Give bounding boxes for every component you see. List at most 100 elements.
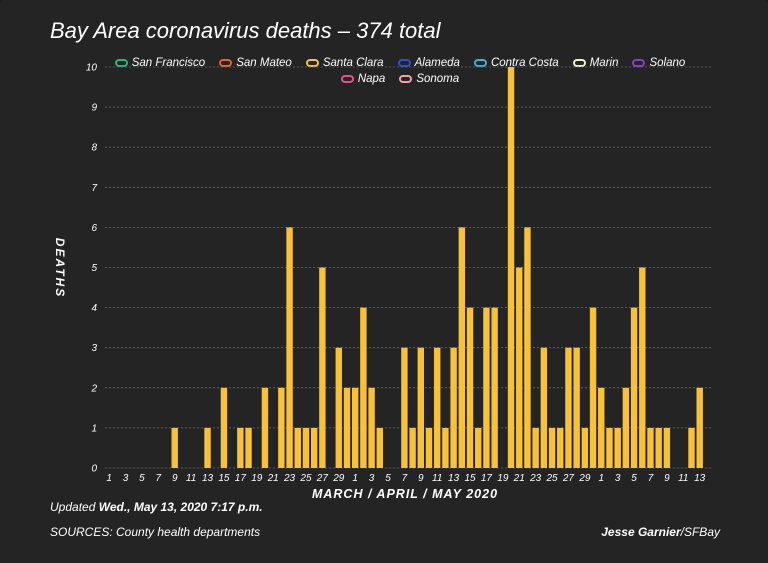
x-tick-label: 7 bbox=[156, 473, 162, 484]
bar bbox=[639, 267, 646, 468]
x-tick-label: 21 bbox=[267, 473, 279, 484]
legend-swatch bbox=[397, 59, 411, 67]
x-tick-label: 5 bbox=[139, 473, 145, 484]
y-tick-label: 10 bbox=[86, 63, 98, 74]
bar bbox=[663, 427, 671, 468]
bar bbox=[237, 427, 244, 468]
y-tick-label: 0 bbox=[91, 464, 97, 475]
bar bbox=[335, 347, 342, 468]
bar bbox=[630, 307, 638, 468]
credit-org: /SFBay bbox=[680, 525, 720, 539]
legend-item[interactable]: Solano bbox=[632, 55, 685, 71]
x-tick-label: 25 bbox=[545, 473, 558, 484]
y-tick-labels: 0 1 2 3 4 5 6 7 8 9 10 bbox=[86, 63, 98, 475]
bar bbox=[450, 347, 457, 468]
x-tick-label: 7 bbox=[648, 473, 654, 484]
bar bbox=[606, 427, 613, 468]
bar bbox=[516, 267, 523, 468]
x-tick-label: 27 bbox=[316, 473, 329, 484]
bar bbox=[286, 227, 293, 468]
y-tick-label: 9 bbox=[91, 103, 97, 114]
credit: Jesse Garnier/SFBay bbox=[601, 525, 720, 539]
y-tick-label: 6 bbox=[91, 223, 97, 234]
legend-item[interactable]: Napa bbox=[340, 71, 386, 87]
bar bbox=[614, 427, 621, 468]
legend-label: San Francisco bbox=[131, 57, 206, 69]
x-tick-label: 3 bbox=[369, 473, 375, 484]
bar bbox=[360, 307, 367, 468]
updated-prefix: Updated bbox=[50, 500, 96, 514]
legend-swatch bbox=[632, 59, 646, 67]
legend-item[interactable]: San Mateo bbox=[219, 55, 292, 71]
x-axis-label: MARCH / APRIL / MAY 2020 bbox=[312, 487, 498, 501]
bar bbox=[302, 427, 310, 468]
bar bbox=[565, 347, 572, 468]
y-tick-label: 8 bbox=[91, 143, 97, 154]
x-tick-label: 17 bbox=[481, 473, 493, 484]
sources-note: SOURCES: County health departments bbox=[50, 525, 261, 539]
bar bbox=[573, 347, 580, 468]
bar bbox=[204, 427, 211, 468]
bar bbox=[540, 347, 548, 468]
bar bbox=[261, 387, 269, 468]
legend-label: Alameda bbox=[414, 57, 460, 69]
legend-item[interactable]: Sonoma bbox=[399, 71, 459, 87]
x-tick-label: 7 bbox=[402, 473, 408, 484]
x-tick-label: 17 bbox=[235, 473, 247, 484]
x-tick-label: 9 bbox=[664, 473, 670, 484]
y-tick-label: 5 bbox=[91, 263, 97, 274]
legend-item[interactable]: Santa Clara bbox=[305, 55, 384, 71]
legend-item[interactable]: San Francisco bbox=[114, 55, 206, 71]
x-tick-labels: 1 3 5 7 9 11 13 15 17 19 21 23 25 27 29 1 3 5 7 9 11 13 15 17 19… bbox=[106, 473, 705, 484]
legend-label: Napa bbox=[357, 73, 386, 85]
x-tick-label: 11 bbox=[678, 473, 688, 484]
updated-timestamp: Updated Wed., May 13, 2020 7:17 p.m. bbox=[50, 500, 263, 514]
bar bbox=[458, 227, 466, 468]
x-tick-label: 15 bbox=[464, 473, 476, 484]
bar bbox=[245, 427, 252, 468]
x-tick-label: 25 bbox=[299, 473, 312, 484]
legend-item[interactable]: Alameda bbox=[397, 55, 460, 71]
bar bbox=[434, 347, 441, 468]
bar bbox=[688, 427, 695, 468]
x-tick-label: 19 bbox=[497, 473, 509, 484]
bar bbox=[507, 67, 515, 468]
bar bbox=[483, 307, 490, 468]
bar bbox=[417, 347, 425, 468]
bar bbox=[655, 427, 662, 468]
y-tick-label: 1 bbox=[91, 423, 97, 434]
y-tick-label: 4 bbox=[91, 303, 97, 314]
legend: San Francisco San Mateo Santa Clara Alameda… bbox=[90, 55, 710, 87]
legend-swatch bbox=[340, 75, 354, 83]
bars bbox=[171, 67, 703, 468]
bar bbox=[425, 427, 433, 468]
bar bbox=[491, 307, 498, 468]
y-tick-label: 2 bbox=[90, 383, 97, 394]
legend-label: Santa Clara bbox=[322, 57, 384, 69]
y-axis-label: DEATHS bbox=[53, 238, 67, 298]
x-tick-label: 9 bbox=[172, 473, 178, 484]
legend-swatch bbox=[473, 59, 487, 67]
bar bbox=[622, 387, 630, 468]
x-tick-label: 9 bbox=[418, 473, 424, 484]
bar bbox=[278, 387, 285, 468]
legend-item[interactable]: Contra Costa bbox=[473, 55, 559, 71]
bar bbox=[647, 427, 654, 468]
bar bbox=[351, 387, 359, 468]
bar bbox=[442, 427, 449, 468]
y-tick-label: 3 bbox=[91, 343, 97, 354]
bar bbox=[475, 427, 482, 468]
updated-value: Wed., May 13, 2020 7:17 p.m. bbox=[98, 500, 263, 514]
legend-label: Sonoma bbox=[416, 73, 460, 85]
legend-label: San Mateo bbox=[236, 57, 292, 69]
bar bbox=[589, 307, 597, 468]
bar bbox=[171, 427, 178, 468]
bar bbox=[401, 347, 408, 468]
legend-label: Marin bbox=[589, 57, 619, 69]
legend-item[interactable]: Marin bbox=[572, 55, 619, 71]
legend-label: Solano bbox=[649, 57, 686, 69]
x-tick-label: 1 bbox=[598, 473, 604, 484]
bar bbox=[376, 427, 383, 468]
x-tick-label: 13 bbox=[694, 473, 706, 484]
x-tick-label: 1 bbox=[106, 473, 112, 484]
